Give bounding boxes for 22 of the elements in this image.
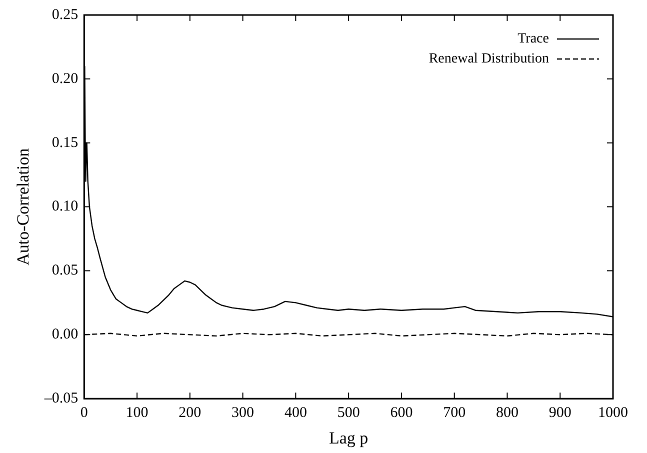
x-tick-label: 500 xyxy=(337,405,360,422)
y-tick-label: 0.00 xyxy=(52,326,78,343)
y-tick-label: 0.25 xyxy=(52,6,78,23)
y-tick-label: 0.20 xyxy=(52,70,78,87)
x-tick-label: 400 xyxy=(284,405,307,422)
x-tick-label: 100 xyxy=(126,405,148,422)
legend-label: Trace xyxy=(518,32,549,47)
x-axis-title: Lag p xyxy=(328,428,368,448)
x-tick-label: 900 xyxy=(548,405,572,422)
x-tick-label: 600 xyxy=(390,405,413,422)
x-tick-label: 800 xyxy=(496,405,518,422)
x-tick-label: 300 xyxy=(232,405,254,422)
x-tick-label: 1000 xyxy=(598,405,628,422)
y-tick-label: –0.05 xyxy=(43,390,78,407)
x-tick-label: 0 xyxy=(80,405,88,422)
y-tick-label: 0.15 xyxy=(52,134,78,151)
legend-label: Renewal Distribution xyxy=(428,52,549,67)
y-tick-label: 0.05 xyxy=(52,262,78,279)
x-tick-label: 200 xyxy=(178,405,202,422)
x-tick-label: 700 xyxy=(443,405,466,422)
y-tick-label: 0.10 xyxy=(52,198,78,215)
y-axis-title: Auto-Correlation xyxy=(14,148,33,266)
